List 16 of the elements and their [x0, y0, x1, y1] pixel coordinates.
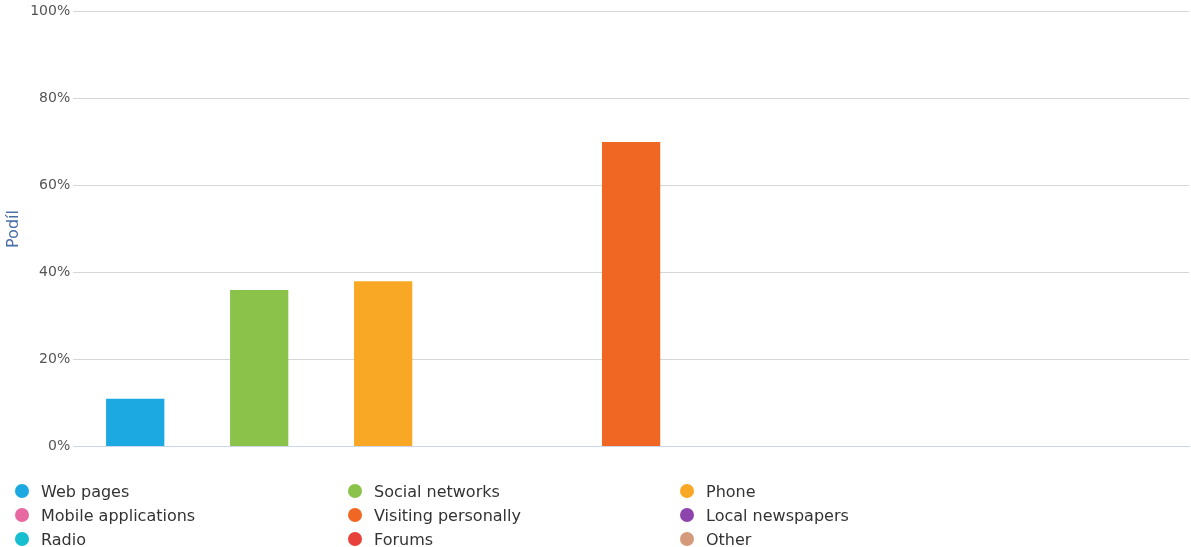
legend-label: Phone [706, 481, 756, 501]
legend-label: Local newspapers [706, 505, 849, 525]
y-tick-label: 0% [48, 437, 71, 454]
y-tick-label: 100% [30, 2, 71, 19]
legend-label: Mobile applications [41, 505, 196, 525]
y-tick-label: 20% [39, 350, 71, 367]
legend-label: Radio [41, 529, 86, 547]
y-axis-title: Podíl [2, 210, 22, 248]
legend-label: Web pages [41, 481, 130, 501]
y-tick-label: 40% [39, 263, 71, 280]
y-tick-label: 80% [39, 89, 71, 106]
legend-label: Other [706, 529, 752, 547]
legend-label: Social networks [374, 481, 500, 501]
legend-label: Visiting personally [374, 505, 521, 525]
y-tick-label: 60% [39, 176, 71, 193]
legend-label: Forums [374, 529, 434, 547]
